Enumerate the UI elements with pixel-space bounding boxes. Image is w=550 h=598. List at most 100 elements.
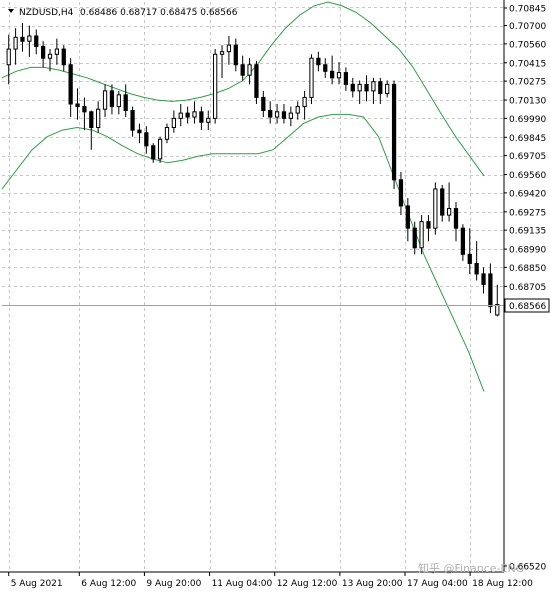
y-tick-label: 0.70275 (509, 78, 546, 88)
candle (213, 49, 218, 124)
x-tick-label: 17 Aug 04:00 (407, 579, 468, 589)
candle (398, 171, 404, 216)
candle-body-bull (419, 221, 424, 249)
candle (274, 103, 280, 124)
candle-body-bear (323, 64, 328, 72)
candle-body-bear (474, 262, 479, 275)
candle-body-bear (481, 273, 486, 285)
candle-body-bull (213, 53, 218, 119)
candle (68, 58, 73, 118)
candle-body-bull (495, 304, 500, 316)
candle-body-bull (54, 48, 60, 55)
candle-body-bear (89, 111, 94, 129)
candle (281, 103, 287, 124)
current-price-label: 0.68566 (504, 298, 550, 313)
candle (481, 267, 486, 294)
candle (206, 110, 211, 131)
candle-body-bear (378, 81, 383, 95)
candle (288, 106, 293, 127)
candle-body-bear (137, 129, 142, 134)
grid-layer (2, 2, 504, 572)
candle-body-bear (453, 208, 459, 229)
candle (371, 77, 376, 104)
candle (82, 97, 87, 131)
candle-body-bull (192, 111, 197, 118)
candle (247, 58, 252, 85)
candle-body-bull (385, 83, 390, 95)
candle (102, 84, 108, 118)
candle-body-bear (343, 72, 349, 85)
candle (192, 101, 197, 124)
candle-body-bull (178, 112, 183, 119)
candle (75, 88, 80, 120)
candle (137, 123, 142, 144)
candle-body-bear (281, 111, 287, 119)
candle (385, 80, 390, 98)
y-tick-label: 0.70845 (509, 5, 546, 15)
candle-body-bull (247, 64, 252, 76)
y-tick-label: 0.69135 (509, 227, 546, 237)
candle (219, 45, 225, 78)
candle-body-bull (288, 112, 293, 119)
candle-body-bull (219, 51, 225, 55)
candle-body-bear (20, 36, 25, 42)
candle-body-bear (405, 205, 410, 229)
y-tick-label: 0.70560 (509, 40, 546, 50)
candle-body-bull (116, 94, 121, 108)
candle-body-bear (123, 94, 128, 112)
candle-body-bull (336, 72, 342, 79)
candle-body-bull (164, 127, 170, 140)
candle (433, 182, 438, 235)
candle-body-bull (226, 44, 232, 53)
y-tick-label: 0.68850 (509, 264, 546, 274)
candle (89, 110, 94, 150)
candle-body-bull (157, 138, 163, 160)
candle (144, 126, 149, 154)
symbol-dropdown-icon[interactable] (8, 9, 14, 13)
candle (178, 103, 183, 127)
candle (54, 38, 60, 65)
candle (330, 55, 335, 85)
candles (6, 22, 500, 317)
candle (391, 80, 397, 189)
candle (295, 101, 300, 120)
candle (13, 28, 18, 65)
ohlc-readout: 0.68486 0.68717 0.68475 0.68566 (80, 8, 238, 18)
candle-body-bull (206, 117, 211, 123)
candle (157, 136, 163, 163)
candle (419, 215, 424, 255)
x-ticks: 5 Aug 2021 6 Aug 12:00 9 Aug 20:00 11 Aug 0… (8, 572, 533, 589)
candle (453, 202, 459, 242)
candle (109, 84, 115, 115)
candle-body-bear (34, 35, 39, 47)
candle-body-bear (151, 145, 156, 160)
candle (460, 224, 466, 261)
candle (323, 58, 328, 78)
candle (440, 185, 445, 222)
x-tick-label: 18 Aug 12:00 (472, 579, 533, 589)
x-tick-label: 12 Aug 12:00 (277, 579, 338, 589)
candle-body-bear (82, 106, 87, 113)
candle-body-bear (75, 103, 80, 108)
candle (336, 62, 342, 85)
candle (61, 45, 66, 72)
chart-header: NZDUSD,H4 0.68486 0.68717 0.68475 0.6856… (8, 8, 238, 18)
candle (226, 35, 232, 65)
candle (364, 75, 369, 102)
candle-body-bear (144, 132, 149, 147)
candle (446, 182, 452, 222)
candle (123, 84, 128, 118)
x-tick-label: 6 Aug 12:00 (81, 579, 136, 589)
candle (488, 263, 493, 314)
current-price-text: 0.68566 (509, 302, 546, 312)
candle (261, 90, 266, 118)
candle (378, 77, 383, 104)
candle (185, 106, 190, 124)
candle (268, 101, 273, 124)
candle-body-bear (68, 64, 73, 105)
candle (171, 110, 176, 133)
candle (350, 77, 355, 98)
y-tick-label: 0.70130 (509, 97, 546, 107)
candle-body-bull (274, 111, 280, 118)
